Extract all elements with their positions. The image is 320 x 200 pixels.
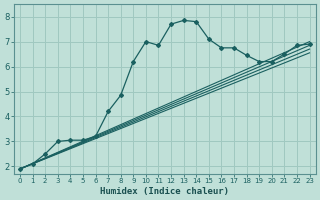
X-axis label: Humidex (Indice chaleur): Humidex (Indice chaleur) <box>100 187 229 196</box>
